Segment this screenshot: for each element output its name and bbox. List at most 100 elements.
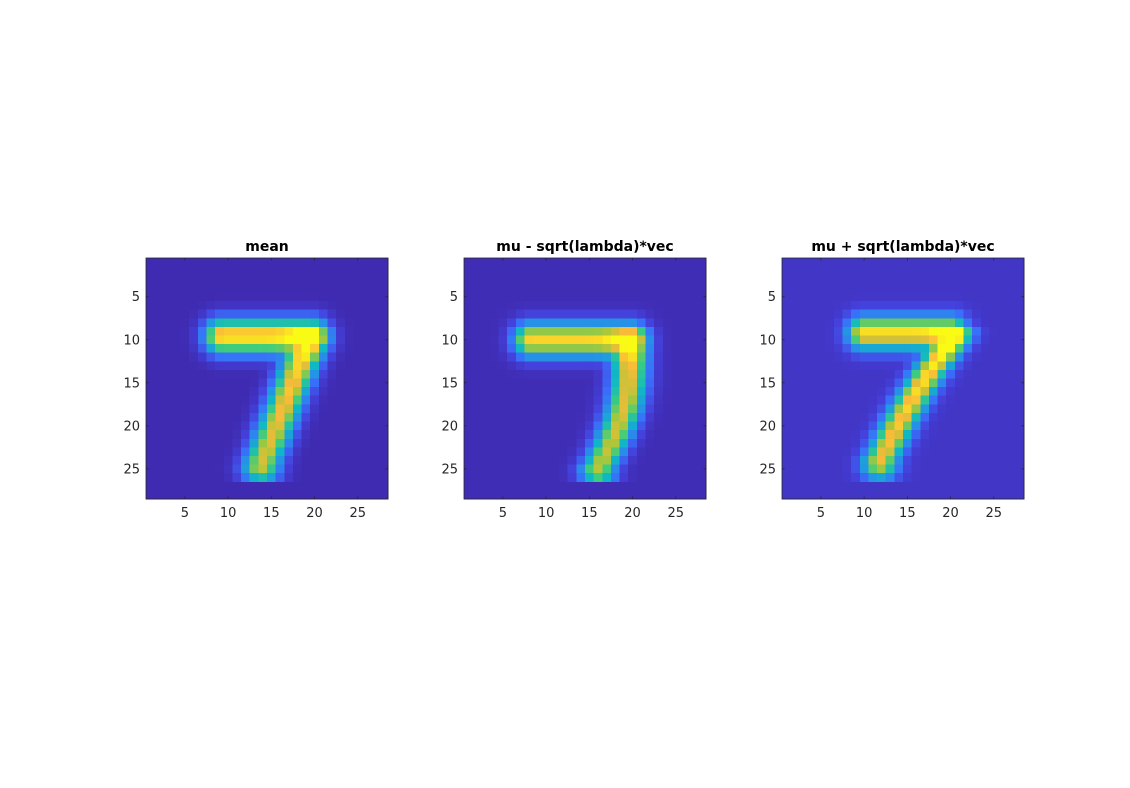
heatmap-cell	[636, 318, 646, 328]
heatmap-cell	[464, 292, 473, 302]
heatmap-cell	[370, 455, 380, 465]
heatmap-cell	[318, 335, 328, 345]
heatmap-cell	[362, 421, 372, 431]
heatmap-cell	[362, 258, 372, 267]
heatmap-cell	[267, 447, 276, 457]
heatmap-cell	[489, 275, 499, 285]
heatmap-cell	[379, 318, 389, 328]
heatmap-cell	[894, 378, 904, 388]
heatmap-cell	[576, 430, 586, 440]
heatmap-cell	[868, 421, 878, 431]
heatmap-cell	[223, 301, 233, 310]
heatmap-cell	[697, 473, 707, 483]
heatmap-cell	[989, 318, 999, 328]
heatmap-cell	[533, 326, 543, 336]
heatmap-cell	[585, 481, 594, 491]
heatmap-cell	[197, 387, 207, 397]
heatmap-cell	[507, 292, 517, 302]
heatmap-cell	[464, 473, 473, 483]
heatmap-cell	[515, 258, 525, 267]
heatmap-cell	[353, 387, 363, 397]
heatmap-cell	[920, 412, 930, 422]
heatmap-cell	[980, 447, 990, 457]
heatmap-cell	[206, 447, 216, 457]
heatmap-cell	[498, 378, 508, 388]
heatmap-cell	[602, 387, 612, 397]
heatmap-cell	[206, 275, 216, 285]
heatmap-cell	[825, 490, 835, 500]
heatmap-cell	[593, 301, 603, 310]
heatmap-cell	[585, 378, 594, 388]
heatmap-cell	[585, 275, 594, 285]
heatmap-cell	[292, 335, 302, 345]
heatmap-cell	[362, 352, 372, 362]
heatmap-cell	[163, 447, 173, 457]
heatmap-cell	[671, 361, 681, 371]
heatmap-cell	[799, 258, 809, 267]
heatmap-cell	[232, 481, 242, 491]
heatmap-cell	[963, 258, 973, 267]
heatmap-cell	[171, 481, 181, 491]
heatmap-cell	[911, 481, 921, 491]
heatmap-cell	[645, 292, 655, 302]
heatmap-cell	[258, 344, 268, 354]
heatmap-cell	[610, 266, 620, 276]
heatmap-cell	[671, 335, 681, 345]
heatmap-cell	[790, 266, 800, 276]
heatmap-cell	[379, 395, 389, 405]
heatmap-cell	[344, 464, 354, 474]
heatmap-cell	[954, 430, 964, 440]
heatmap-cell	[515, 430, 525, 440]
heatmap-cell	[654, 430, 664, 440]
heatmap-cell	[241, 344, 251, 354]
heatmap-cell	[585, 326, 594, 336]
heatmap-cell	[894, 283, 904, 293]
heatmap-cell	[258, 430, 268, 440]
heatmap-cell	[524, 473, 534, 483]
heatmap-cell	[980, 326, 990, 336]
heatmap-cell	[146, 344, 155, 354]
heatmap-cell	[628, 438, 638, 448]
heatmap-cell	[541, 438, 551, 448]
heatmap-cell	[928, 447, 938, 457]
heatmap-cell	[472, 326, 482, 336]
heatmap-cell	[464, 481, 473, 491]
heatmap-cell	[275, 258, 285, 267]
heatmap-cell	[310, 490, 320, 500]
heatmap-cell	[206, 266, 216, 276]
heatmap-cell	[946, 335, 956, 345]
heatmap-cell	[232, 301, 242, 310]
heatmap-cell	[816, 430, 826, 440]
heatmap-cell	[232, 266, 242, 276]
heatmap-cell	[654, 464, 664, 474]
heatmap-cell	[937, 361, 947, 371]
heatmap-cell	[963, 309, 973, 319]
heatmap-cell	[533, 490, 543, 500]
heatmap-cell	[662, 447, 672, 457]
heatmap-cell	[998, 481, 1008, 491]
heatmap-cell	[593, 395, 603, 405]
y-tick-label: 15	[123, 376, 140, 391]
heatmap-cell	[362, 326, 372, 336]
heatmap-cell	[885, 378, 895, 388]
heatmap-cell	[189, 326, 199, 336]
heatmap-cell	[911, 490, 921, 500]
heatmap-cell	[163, 378, 173, 388]
heatmap-cell	[1006, 473, 1016, 483]
heatmap-cell	[645, 309, 655, 319]
heatmap-cell	[980, 421, 990, 431]
heatmap-cell	[481, 309, 491, 319]
heatmap-cell	[833, 369, 843, 379]
heatmap-cell	[267, 361, 276, 371]
heatmap-cell	[215, 344, 225, 354]
heatmap-cell	[680, 490, 690, 500]
heatmap-cell	[610, 309, 620, 319]
heatmap-cell	[223, 352, 233, 362]
heatmap-cell	[489, 352, 499, 362]
heatmap-cell	[249, 335, 259, 345]
heatmap-cell	[258, 301, 268, 310]
heatmap-cell	[267, 309, 276, 319]
heatmap-cell	[782, 266, 791, 276]
heatmap-cell	[859, 378, 869, 388]
